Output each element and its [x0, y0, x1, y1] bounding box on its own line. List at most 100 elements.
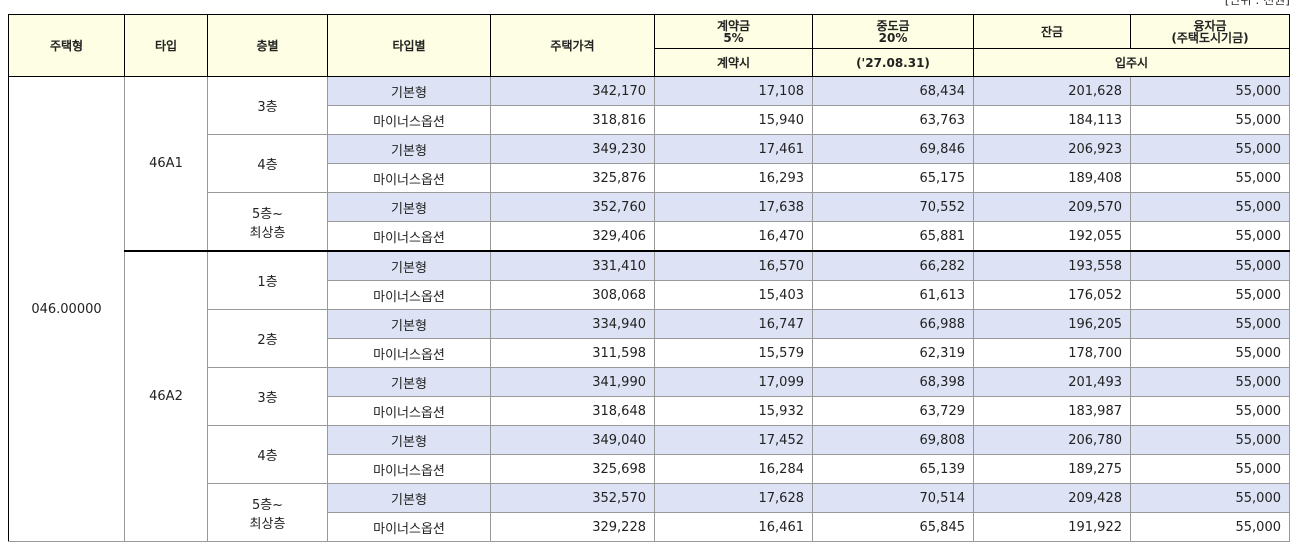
header-text: (주택도시기금)	[1171, 30, 1249, 45]
table-row: 4층 기본형 349,040 17,452 69,808 206,780 55,000	[9, 425, 1290, 484]
header-cell: 융자금 (주택도시기금)	[1130, 14, 1290, 49]
amount-cell: 334,940	[490, 309, 655, 339]
amount-cell: 69,846	[812, 134, 974, 164]
floor-cell: 5층~ 최상층	[207, 483, 328, 542]
amount-cell: 178,700	[973, 338, 1131, 368]
option-cell: 기본형	[327, 425, 491, 455]
floor-text: 3층	[257, 391, 278, 406]
amount-cell: 331,410	[490, 250, 655, 281]
floor-cell: 4층	[207, 425, 328, 484]
header-cell: 입주시	[973, 48, 1290, 77]
amount-cell: 55,000	[1130, 280, 1290, 310]
amount-cell: 15,403	[654, 280, 813, 310]
amount-cell: 17,108	[654, 76, 813, 106]
amount-cell: 55,000	[1130, 221, 1290, 252]
floor-cell: 1층	[207, 250, 328, 310]
amount-cell: 352,760	[490, 192, 655, 222]
table-row: 046.00000 46A1 3층 기본형 342,170 17,108 68,434 201…	[8, 76, 1290, 542]
option-cell: 마이너스옵션	[327, 454, 491, 484]
amount-cell: 15,579	[654, 338, 813, 368]
amount-cell: 176,052	[973, 280, 1131, 310]
amount-cell: 55,000	[1130, 425, 1290, 455]
option-cell: 마이너스옵션	[327, 221, 491, 252]
option-cell: 기본형	[327, 309, 491, 339]
amount-cell: 318,816	[490, 105, 655, 135]
header-cell: ('27.08.31)	[812, 48, 974, 77]
amount-cell: 329,406	[490, 221, 655, 252]
table-row: 마이너스옵션 329,228 16,461 65,845 191,922 55,000	[9, 512, 1290, 542]
header-cell: 계약시	[654, 48, 813, 77]
amount-cell: 191,922	[973, 512, 1131, 542]
amount-cell: 55,000	[1130, 163, 1290, 193]
header-text: 융자금	[1193, 18, 1227, 33]
amount-cell: 342,170	[490, 76, 655, 106]
floor-text: 3층	[257, 100, 278, 115]
type-cell: 46A1	[124, 76, 208, 252]
amount-cell: 325,698	[490, 454, 655, 484]
amount-cell: 68,398	[812, 367, 974, 397]
amount-cell: 17,099	[654, 367, 813, 397]
amount-cell: 325,876	[490, 163, 655, 193]
floor-cell: 2층	[207, 309, 328, 368]
header-cell: 중도금 20%	[812, 14, 974, 49]
amount-cell: 184,113	[973, 105, 1131, 135]
table-body: 046.00000 46A1 3층 기본형 342,170 17,108 68,434 201…	[8, 76, 1290, 542]
amount-cell: 183,987	[973, 396, 1131, 426]
unit-note: [단위 : 천원]	[1224, 0, 1290, 7]
floor-text: 5층~	[251, 497, 284, 513]
option-cell: 기본형	[327, 367, 491, 397]
option-cell: 마이너스옵션	[327, 280, 491, 310]
amount-cell: 55,000	[1130, 134, 1290, 164]
option-cell: 기본형	[327, 134, 491, 164]
option-cell: 기본형	[327, 76, 491, 106]
amount-cell: 349,040	[490, 425, 655, 455]
floor-cell: 3층	[207, 367, 328, 426]
amount-cell: 70,514	[812, 483, 974, 513]
amount-cell: 55,000	[1130, 483, 1290, 513]
amount-cell: 349,230	[490, 134, 655, 164]
table-row: 5층~ 최상층 기본형 352,760 17,638 70,552 209,570 55,00…	[9, 192, 1290, 252]
table-row: 마이너스옵션 318,816 15,940 63,763 184,113 55,000	[9, 105, 1290, 135]
option-cell: 마이너스옵션	[327, 163, 491, 193]
amount-cell: 55,000	[1130, 192, 1290, 222]
amount-cell: 329,228	[490, 512, 655, 542]
amount-cell: 16,570	[654, 250, 813, 281]
option-cell: 기본형	[327, 250, 491, 281]
table-header: 주택형 타입 층별 타입별 주택가격 계약금 5% 중도금 20% 잔금 융자금 (주…	[8, 14, 1290, 77]
amount-cell: 189,408	[973, 163, 1131, 193]
amount-cell: 308,068	[490, 280, 655, 310]
amount-cell: 55,000	[1130, 309, 1290, 339]
amount-cell: 196,205	[973, 309, 1131, 339]
table-row: 마이너스옵션 318,648 15,932 63,729 183,987 55,000	[9, 396, 1290, 426]
amount-cell: 201,628	[973, 76, 1131, 106]
amount-cell: 17,638	[654, 192, 813, 222]
option-cell: 기본형	[327, 483, 491, 513]
amount-cell: 65,881	[812, 221, 974, 252]
amount-cell: 63,763	[812, 105, 974, 135]
amount-cell: 16,747	[654, 309, 813, 339]
header-cell: 층별	[207, 14, 328, 77]
header-cell: 계약금 5%	[654, 14, 813, 49]
amount-cell: 70,552	[812, 192, 974, 222]
table-row: 46A2 1층 기본형 331,410 16,570 66,282 193,558 55,00…	[9, 250, 1290, 542]
floor-text: 4층	[257, 158, 278, 173]
option-cell: 마이너스옵션	[327, 512, 491, 542]
header-cell: 타입	[124, 14, 208, 77]
amount-cell: 206,780	[973, 425, 1131, 455]
amount-cell: 318,648	[490, 396, 655, 426]
floor-text: 4층	[257, 449, 278, 464]
amount-cell: 68,434	[812, 76, 974, 106]
floor-text: 최상층	[249, 225, 286, 241]
header-cell: 주택형	[8, 14, 125, 77]
amount-cell: 192,055	[973, 221, 1131, 252]
amount-cell: 16,284	[654, 454, 813, 484]
amount-cell: 352,570	[490, 483, 655, 513]
floor-cell: 4층	[207, 134, 328, 193]
amount-cell: 16,461	[654, 512, 813, 542]
amount-cell: 201,493	[973, 367, 1131, 397]
amount-cell: 209,570	[973, 192, 1131, 222]
header-text: 5%	[723, 30, 744, 45]
amount-cell: 66,282	[812, 250, 974, 281]
amount-cell: 55,000	[1130, 338, 1290, 368]
